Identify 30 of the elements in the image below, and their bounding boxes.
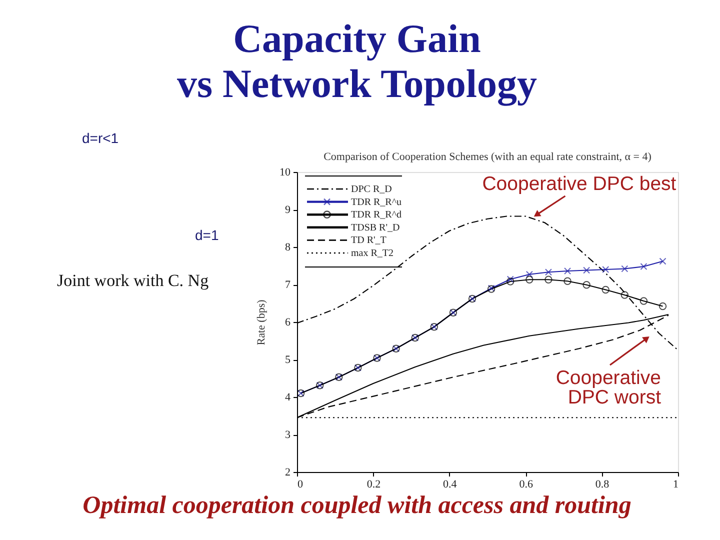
legend-label: max R_T2 (351, 248, 394, 259)
y-tick-label: 9 (285, 204, 291, 216)
x-tick-label: 0.2 (366, 478, 381, 490)
legend-label: TDSB R'_D (351, 222, 400, 234)
y-tick-label: 2 (285, 466, 290, 478)
text: Optimal cooperation coupled with access and routing (82, 492, 632, 519)
chart-subtitle: Comparison of Cooperation Schemes (with an equal rate constraint, α = 4) (324, 151, 652, 163)
legend-label: TDR R_R^d (351, 210, 402, 221)
legend-label: DPC R_D (351, 184, 392, 195)
text: Joint work with C. Ng (57, 271, 210, 290)
y-tick-label: 5 (285, 354, 291, 366)
x-tick-label: 1 (673, 478, 678, 490)
annotation: Cooperative DPC best (482, 173, 677, 195)
y-tick-label: 6 (285, 316, 291, 328)
x-tick-label: 0.4 (443, 478, 458, 490)
chart-title: Capacity Gain vs Network Topology (176, 16, 538, 106)
y-tick-label: 4 (285, 392, 291, 404)
y-tick-label: 3 (285, 429, 291, 441)
y-tick-label: 7 (285, 279, 291, 291)
text: d=1 (195, 227, 219, 243)
legend-label: TD R'_T (351, 235, 386, 246)
x-tick-label: 0.8 (595, 478, 610, 490)
x-tick-label: 0 (298, 478, 304, 490)
annotation: Cooperative DPC worst (556, 367, 662, 408)
y-tick-label: 8 (285, 242, 291, 254)
text: d=r<1 (82, 130, 119, 146)
x-tick-label: 0.6 (519, 478, 534, 490)
y-axis-title: Rate (bps) (256, 299, 268, 346)
legend-label: TDR R_R^u (351, 196, 402, 208)
y-tick-label: 10 (280, 166, 291, 178)
